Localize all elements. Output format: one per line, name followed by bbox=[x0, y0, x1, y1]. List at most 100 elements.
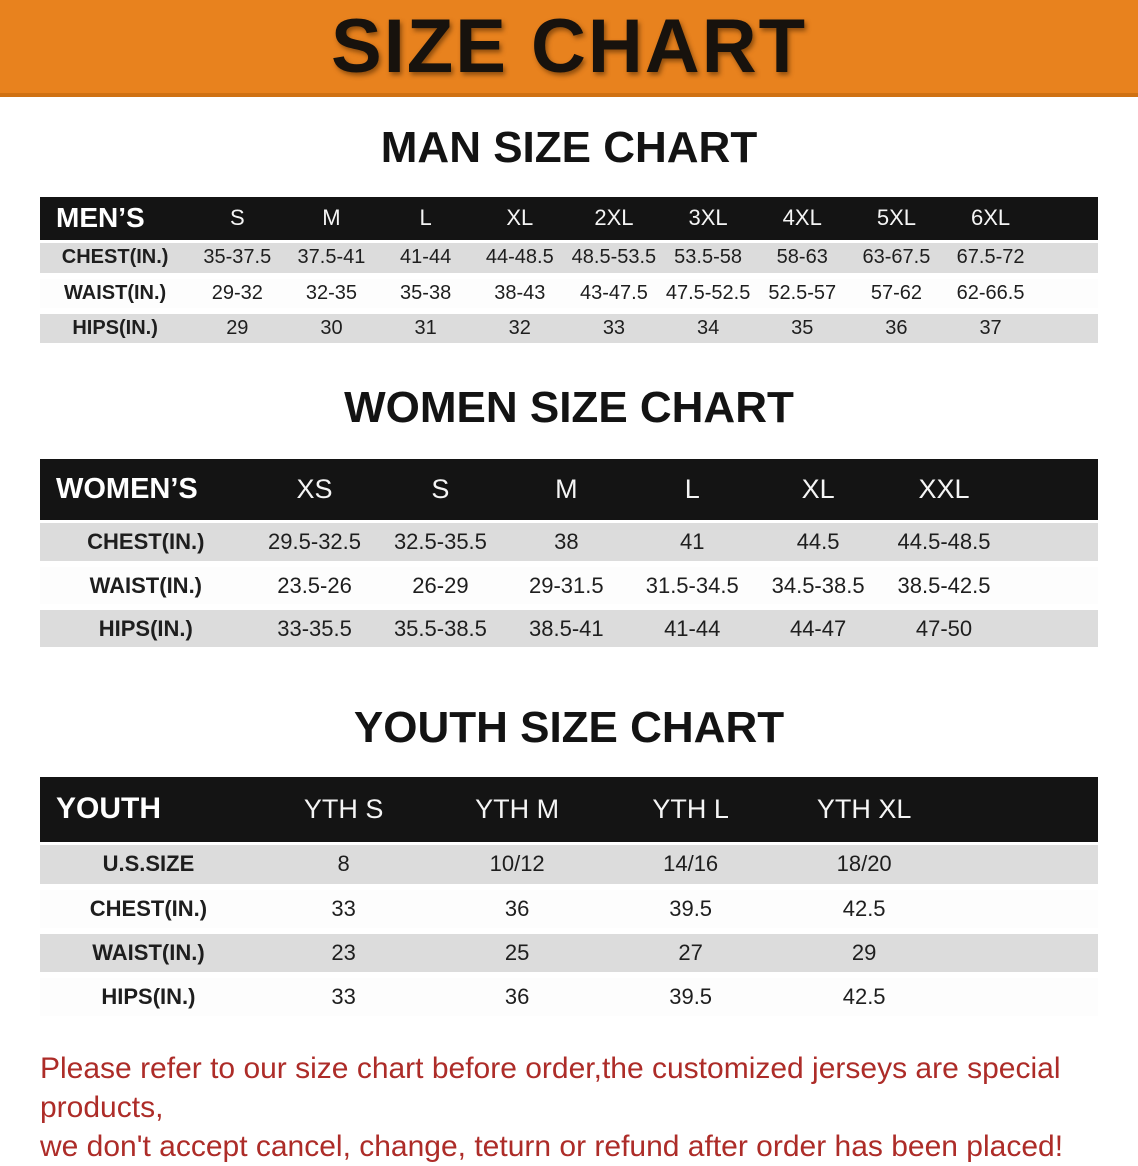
measurement-value: 58-63 bbox=[755, 239, 850, 279]
order-note-line-1: Please refer to our size chart before or… bbox=[40, 1052, 1061, 1124]
measurement-value: 29-31.5 bbox=[503, 564, 630, 610]
men-size-section: MAN SIZE CHART MEN’S S M L XL 2XL 3XL 4XL 5XL 6XL… bbox=[0, 124, 1138, 349]
spacer-cell bbox=[950, 887, 1098, 934]
table-row: CHEST(IN.) 35-37.5 37.5-41 41-44 44-48.5 48.5… bbox=[40, 239, 1098, 279]
measurement-value: 44-47 bbox=[755, 607, 882, 653]
table-row: U.S.SIZE 8 10/12 14/16 18/20 bbox=[40, 841, 1098, 890]
size-column-header: XL bbox=[472, 197, 567, 241]
table-header-row: WOMEN’S XS S M L XL XXL bbox=[40, 459, 1098, 521]
measurement-value: 52.5-57 bbox=[755, 276, 850, 314]
table-header-row: YOUTH YTH S YTH M YTH L YTH XL bbox=[40, 777, 1098, 843]
spacer-cell bbox=[950, 777, 1098, 843]
measurement-value: 33 bbox=[566, 311, 662, 349]
measurement-value: 23 bbox=[256, 931, 431, 978]
spacer-cell bbox=[1006, 519, 1098, 567]
men-section-title: MAN SIZE CHART bbox=[380, 123, 758, 172]
size-column-header: S bbox=[190, 197, 285, 241]
measurement-value: 29-32 bbox=[190, 276, 285, 314]
table-row: WAIST(IN.) 23.5-26 26-29 29-31.5 31.5-34.5 34… bbox=[40, 564, 1098, 610]
measurement-value: 62-66.5 bbox=[943, 276, 1038, 314]
measurement-value: 57-62 bbox=[849, 276, 944, 314]
spacer-cell bbox=[950, 841, 1098, 890]
measurement-value: 35-38 bbox=[378, 276, 473, 314]
size-column-header: 4XL bbox=[755, 197, 850, 241]
measurement-value: 34 bbox=[661, 311, 756, 349]
women-section-title: WOMEN SIZE CHART bbox=[344, 383, 794, 432]
measurement-label: HIPS(IN.) bbox=[40, 975, 257, 1022]
spacer-cell bbox=[1006, 607, 1098, 653]
measurement-label: CHEST(IN.) bbox=[40, 887, 257, 934]
spacer-cell bbox=[950, 931, 1098, 978]
measurement-value: 39.5 bbox=[603, 887, 778, 934]
measurement-value: 10/12 bbox=[430, 841, 604, 890]
measurement-value: 44.5-48.5 bbox=[881, 519, 1007, 567]
size-column-header: M bbox=[503, 459, 630, 521]
youth-section-title: YOUTH SIZE CHART bbox=[353, 703, 785, 752]
table-row: HIPS(IN.) 29 30 31 32 33 34 35 36 37 bbox=[40, 311, 1098, 349]
size-column-header: XL bbox=[755, 459, 882, 521]
size-column-header: 3XL bbox=[661, 197, 756, 241]
measurement-value: 53.5-58 bbox=[661, 239, 756, 279]
measurement-value: 44.5 bbox=[755, 519, 882, 567]
banner-title: SIZE CHART bbox=[331, 3, 807, 89]
spacer-cell bbox=[1037, 197, 1098, 241]
measurement-value: 37.5-41 bbox=[284, 239, 379, 279]
spacer-cell bbox=[1006, 459, 1098, 521]
spacer-cell bbox=[1037, 239, 1098, 279]
size-column-header: M bbox=[284, 197, 379, 241]
measurement-value: 8 bbox=[256, 841, 431, 890]
measurement-value: 36 bbox=[430, 975, 604, 1022]
measurement-value: 38-43 bbox=[472, 276, 567, 314]
size-column-header: XS bbox=[251, 459, 378, 521]
measurement-value: 35 bbox=[755, 311, 850, 349]
measurement-value: 31.5-34.5 bbox=[629, 564, 756, 610]
table-row: WAIST(IN.) 23 25 27 29 bbox=[40, 931, 1098, 978]
size-column-header: L bbox=[378, 197, 473, 241]
measurement-value: 29 bbox=[190, 311, 285, 349]
measurement-value: 41-44 bbox=[629, 607, 756, 653]
measurement-label: WAIST(IN.) bbox=[40, 276, 191, 314]
measurement-value: 38.5-42.5 bbox=[881, 564, 1007, 610]
spacer-cell bbox=[1037, 311, 1098, 349]
size-table: MEN’S S M L XL 2XL 3XL 4XL 5XL 6XL CHEST(IN.) 35-37… bbox=[40, 197, 1098, 349]
measurement-value: 48.5-53.5 bbox=[566, 239, 662, 279]
table-category-header: YOUTH bbox=[40, 777, 257, 843]
measurement-value: 37 bbox=[943, 311, 1038, 349]
measurement-label: HIPS(IN.) bbox=[40, 311, 191, 349]
measurement-value: 35.5-38.5 bbox=[377, 607, 504, 653]
table-row: HIPS(IN.) 33 36 39.5 42.5 bbox=[40, 975, 1098, 1022]
measurement-value: 36 bbox=[430, 887, 604, 934]
spacer-cell bbox=[1006, 564, 1098, 610]
measurement-value: 33 bbox=[256, 887, 431, 934]
table-row: WAIST(IN.) 29-32 32-35 35-38 38-43 43-47.5 47.… bbox=[40, 276, 1098, 314]
measurement-value: 39.5 bbox=[603, 975, 778, 1022]
measurement-label: CHEST(IN.) bbox=[40, 519, 252, 567]
size-column-header: YTH S bbox=[256, 777, 431, 843]
measurement-value: 32.5-35.5 bbox=[377, 519, 504, 567]
measurement-value: 33 bbox=[256, 975, 431, 1022]
table-row: CHEST(IN.) 29.5-32.5 32.5-35.5 38 41 44.5 44.5… bbox=[40, 519, 1098, 567]
measurement-value: 36 bbox=[849, 311, 944, 349]
men-size-table: MEN’S S M L XL 2XL 3XL 4XL 5XL 6XL CHEST(IN.) 35-37… bbox=[40, 197, 1098, 349]
size-column-header: XXL bbox=[881, 459, 1007, 521]
measurement-value: 38.5-41 bbox=[503, 607, 630, 653]
table-header-row: MEN’S S M L XL 2XL 3XL 4XL 5XL 6XL bbox=[40, 197, 1098, 241]
measurement-value: 47-50 bbox=[881, 607, 1007, 653]
youth-size-table: YOUTH YTH S YTH M YTH L YTH XL U.S.SIZE 8 10/12… bbox=[40, 777, 1098, 1022]
measurement-value: 34.5-38.5 bbox=[755, 564, 882, 610]
measurement-value: 44-48.5 bbox=[472, 239, 567, 279]
measurement-value: 26-29 bbox=[377, 564, 504, 610]
women-size-table: WOMEN’S XS S M L XL XXL CHEST(IN.) 29.5-32.5 32.5… bbox=[40, 459, 1098, 653]
measurement-value: 25 bbox=[430, 931, 604, 978]
measurement-label: WAIST(IN.) bbox=[40, 931, 257, 978]
table-row: HIPS(IN.) 33-35.5 35.5-38.5 38.5-41 41-44 44-… bbox=[40, 607, 1098, 653]
size-column-header: 6XL bbox=[943, 197, 1038, 241]
size-column-header: 5XL bbox=[849, 197, 944, 241]
measurement-value: 29 bbox=[777, 931, 951, 978]
measurement-value: 27 bbox=[603, 931, 778, 978]
spacer-cell bbox=[1037, 276, 1098, 314]
measurement-value: 41 bbox=[629, 519, 756, 567]
measurement-value: 30 bbox=[284, 311, 379, 349]
measurement-value: 23.5-26 bbox=[251, 564, 378, 610]
size-column-header: L bbox=[629, 459, 756, 521]
